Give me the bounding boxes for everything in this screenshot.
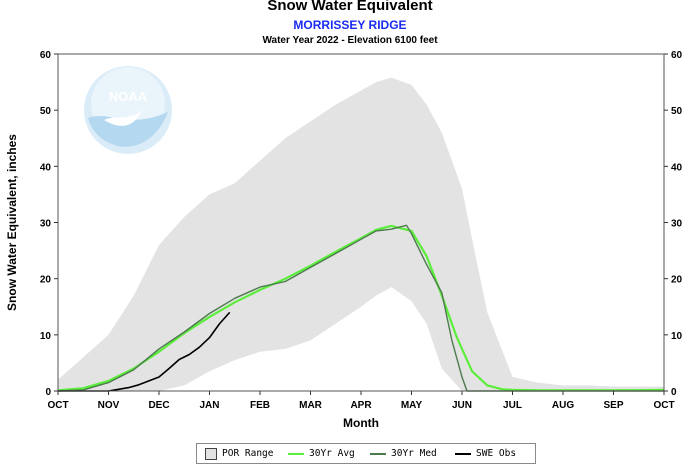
series-swe-obs bbox=[58, 311, 231, 392]
legend-swatch-por bbox=[205, 447, 217, 460]
chart-legend: POR Range 30Yr Avg 30Yr Med SWE Obs bbox=[196, 443, 536, 464]
y-tick-label-right: 50 bbox=[671, 106, 683, 117]
legend-label-avg: 30Yr Avg bbox=[309, 448, 355, 459]
x-tick-label: DEC bbox=[148, 400, 169, 411]
x-tick-label: SEP bbox=[603, 400, 623, 411]
x-tick-label: OCT bbox=[653, 400, 674, 411]
y-tick-label-right: 0 bbox=[671, 387, 677, 398]
x-tick-label: APR bbox=[350, 400, 372, 411]
chart-subtitle-year: Water Year 2022 - Elevation 6100 feet bbox=[262, 35, 438, 46]
noaa-logo bbox=[84, 66, 172, 154]
x-tick-label: MAR bbox=[299, 400, 323, 411]
x-tick-label: JUN bbox=[452, 400, 472, 411]
x-tick-label: NOV bbox=[98, 400, 120, 411]
x-tick-label: JAN bbox=[199, 400, 219, 411]
y-tick-label-left: 30 bbox=[40, 219, 52, 230]
legend-label-por: POR Range bbox=[222, 448, 274, 459]
y-tick-label-left: 20 bbox=[40, 275, 52, 286]
y-tick-label-right: 20 bbox=[671, 275, 683, 286]
y-tick-label-left: 60 bbox=[40, 50, 52, 61]
series-30yr-avg bbox=[57, 224, 665, 392]
legend-item-avg: 30Yr Avg bbox=[288, 444, 355, 463]
y-axis-title: Snow Water Equivalent, inches bbox=[5, 134, 19, 311]
x-tick-label: FEB bbox=[250, 400, 270, 411]
y-tick-label-left: 50 bbox=[40, 106, 52, 117]
watermark-text: NOAA bbox=[109, 89, 148, 104]
y-tick-label-left: 40 bbox=[40, 162, 52, 173]
chart-title: Snow Water Equivalent bbox=[267, 0, 433, 14]
legend-item-med: 30Yr Med bbox=[370, 444, 437, 463]
chart-subtitle-station: MORRISSEY RIDGE bbox=[293, 18, 407, 32]
y-tick-label-right: 40 bbox=[671, 162, 683, 173]
legend-swatch-obs bbox=[455, 452, 471, 455]
x-axis-title: Month bbox=[343, 416, 379, 430]
legend-label-med: 30Yr Med bbox=[391, 448, 437, 459]
por-range-area bbox=[58, 77, 664, 391]
x-tick-label: AUG bbox=[552, 400, 574, 411]
y-tick-label-left: 10 bbox=[40, 331, 52, 342]
x-tick-label: OCT bbox=[47, 400, 68, 411]
y-tick-label-right: 10 bbox=[671, 331, 683, 342]
legend-item-por: POR Range bbox=[205, 444, 273, 463]
y-tick-label-left: 0 bbox=[45, 387, 51, 398]
x-tick-label: MAY bbox=[401, 400, 423, 411]
legend-swatch-med bbox=[370, 452, 386, 455]
y-tick-label-right: 30 bbox=[671, 219, 683, 230]
legend-swatch-avg bbox=[288, 452, 304, 455]
y-tick-label-right: 60 bbox=[671, 50, 683, 61]
x-tick-label: JUL bbox=[503, 400, 522, 411]
legend-item-obs: SWE Obs bbox=[455, 444, 516, 463]
legend-label-obs: SWE Obs bbox=[476, 448, 517, 459]
